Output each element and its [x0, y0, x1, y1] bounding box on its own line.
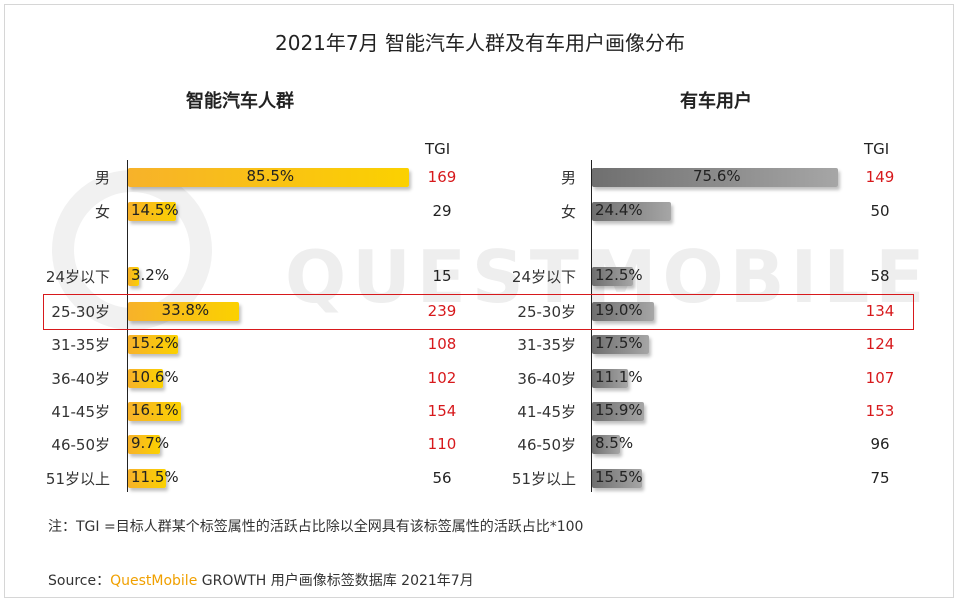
- category-label-car: 男: [560, 169, 576, 187]
- bar-car: [592, 435, 620, 454]
- bar-value-label-smart: 10.6%: [131, 368, 179, 386]
- bar-value-label-car: 75.6%: [693, 167, 741, 185]
- bar-smart: [128, 267, 139, 286]
- tgi-value-car: 96: [870, 435, 890, 453]
- bar-value-label-car: 17.5%: [595, 334, 643, 352]
- bar-value-label-car: 15.9%: [595, 401, 643, 419]
- bar-car: [592, 469, 643, 488]
- bar-car: [592, 402, 644, 421]
- tgi-header-smart: TGI: [425, 140, 451, 158]
- category-label-car: 46-50岁: [517, 436, 576, 454]
- bar-smart: [128, 202, 176, 221]
- bar-car: [592, 369, 629, 388]
- bar-car: [592, 335, 649, 354]
- category-label-car: 女: [560, 203, 576, 221]
- category-label-smart: 24岁以下: [45, 268, 110, 286]
- category-label-smart: 女: [94, 203, 110, 221]
- tgi-value-smart: 154: [427, 402, 457, 420]
- category-label-smart: 41-45岁: [51, 403, 110, 421]
- category-label-smart: 51岁以上: [45, 470, 110, 488]
- bar-car: [592, 267, 633, 286]
- category-label-smart: 25-30岁: [51, 303, 110, 321]
- bar-value-label-smart: 14.5%: [131, 201, 179, 219]
- bar-value-label-car: 11.1%: [595, 368, 643, 386]
- category-label-car: 41-45岁: [517, 403, 576, 421]
- bar-smart: [128, 335, 178, 354]
- category-label-car: 25-30岁: [517, 303, 576, 321]
- bar-smart: [128, 369, 163, 388]
- tgi-value-car: 107: [865, 369, 895, 387]
- source-line: Source：QuestMobile GROWTH 用户画像标签数据库 2021…: [48, 570, 474, 590]
- bar-smart: [128, 402, 181, 421]
- category-label-smart: 46-50岁: [51, 436, 110, 454]
- bar-car: [592, 302, 654, 321]
- tgi-value-car: 124: [865, 335, 895, 353]
- bar-value-label-car: 15.5%: [595, 468, 643, 486]
- tgi-value-smart: 102: [427, 369, 457, 387]
- axis-smart: [127, 160, 128, 492]
- tgi-value-car: 134: [865, 302, 895, 320]
- bar-value-label-car: 8.5%: [595, 434, 634, 452]
- bar-value-label-smart: 85.5%: [246, 167, 295, 185]
- tgi-value-car: 58: [870, 267, 890, 285]
- bar-smart: [128, 435, 160, 454]
- tgi-value-smart: 56: [432, 469, 452, 487]
- bar-smart: [128, 302, 240, 321]
- tgi-value-car: 149: [865, 168, 895, 186]
- tgi-value-smart: 239: [427, 302, 457, 320]
- bar-value-label-car: 12.5%: [595, 266, 643, 284]
- source-brand: QuestMobile: [110, 573, 198, 589]
- chart-title: 2021年7月 智能汽车人群及有车用户画像分布: [275, 31, 685, 55]
- source-text: GROWTH 用户画像标签数据库 2021年7月: [197, 573, 474, 589]
- bar-car: [592, 168, 838, 187]
- bar-value-label-smart: 11.5%: [131, 468, 179, 486]
- highlight-box-25-30: [43, 294, 914, 330]
- tgi-value-car: 50: [870, 202, 890, 220]
- bar-value-label-smart: 9.7%: [131, 434, 170, 452]
- bar-value-label-smart: 15.2%: [131, 334, 179, 352]
- tgi-value-smart: 108: [427, 335, 457, 353]
- bar-value-label-car: 24.4%: [595, 201, 643, 219]
- category-label-smart: 36-40岁: [51, 370, 110, 388]
- tgi-value-smart: 110: [427, 435, 457, 453]
- bar-smart: [128, 168, 409, 187]
- bar-value-label-smart: 3.2%: [131, 266, 170, 284]
- category-label-car: 31-35岁: [517, 336, 576, 354]
- panel-title-car: 有车用户: [680, 91, 752, 112]
- category-label-smart: 31-35岁: [51, 336, 110, 354]
- bar-value-label-smart: 33.8%: [161, 301, 210, 319]
- category-label-car: 51岁以上: [511, 470, 576, 488]
- bar-car: [592, 202, 672, 221]
- tgi-value-car: 153: [865, 402, 895, 420]
- category-label-car: 24岁以下: [511, 268, 576, 286]
- axis-car: [591, 160, 592, 492]
- tgi-value-smart: 15: [432, 267, 452, 285]
- bar-smart: [128, 469, 166, 488]
- panel-title-smart: 智能汽车人群: [186, 91, 294, 112]
- tgi-value-smart: 29: [432, 202, 452, 220]
- bar-value-label-smart: 16.1%: [131, 401, 179, 419]
- source-prefix: Source：: [48, 573, 111, 589]
- category-label-car: 36-40岁: [517, 370, 576, 388]
- category-label-smart: 男: [94, 169, 110, 187]
- chart-frame: [4, 4, 954, 598]
- bar-value-label-car: 19.0%: [595, 301, 643, 319]
- tgi-value-smart: 169: [427, 168, 457, 186]
- tgi-header-car: TGI: [864, 140, 890, 158]
- tgi-value-car: 75: [870, 469, 890, 487]
- footnote: 注：TGI =目标人群某个标签属性的活跃占比除以全网具有该标签属性的活跃占比*1…: [48, 519, 584, 535]
